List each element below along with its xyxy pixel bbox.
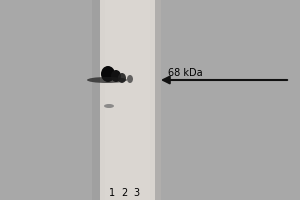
Ellipse shape [101, 66, 115, 82]
Bar [100, 0, 155, 200]
Text: 2: 2 [121, 188, 127, 198]
Ellipse shape [87, 77, 127, 83]
Ellipse shape [104, 104, 114, 108]
Bar [155, 0, 161, 200]
Text: 1: 1 [109, 188, 115, 198]
Ellipse shape [111, 70, 121, 82]
Bar [105, 0, 150, 200]
Ellipse shape [118, 73, 126, 83]
Text: 68 kDa: 68 kDa [168, 68, 203, 78]
Text: 3: 3 [133, 188, 139, 198]
Ellipse shape [127, 75, 133, 83]
Bar [92, 0, 100, 200]
